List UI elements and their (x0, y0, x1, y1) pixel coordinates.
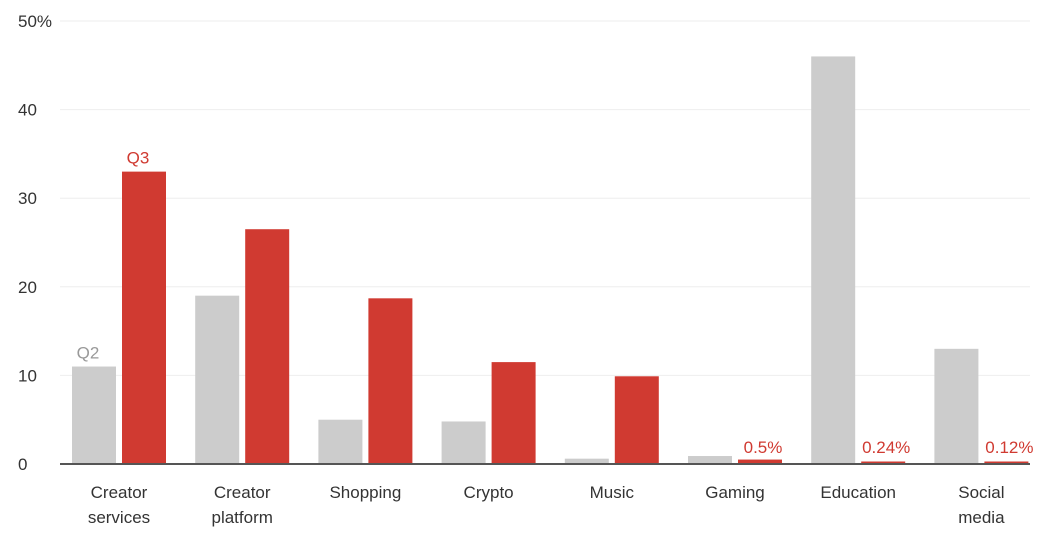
bar-q2-5 (688, 456, 732, 464)
category-label: Education (820, 483, 896, 502)
category-label: Shopping (329, 483, 401, 502)
bar-q3-3 (491, 362, 536, 464)
bar-q3-2 (368, 298, 413, 464)
category-label: services (88, 508, 150, 527)
grid-layer (60, 20, 1030, 376)
y-tick-label: 0 (18, 455, 27, 474)
bars-layer (72, 56, 1029, 464)
category-label: Music (590, 483, 635, 502)
category-label: Creator (214, 483, 271, 502)
bar-q3-5 (738, 459, 782, 464)
category-label: Social (958, 483, 1004, 502)
y-tick-label: 20 (18, 278, 37, 297)
category-label: Creator (91, 483, 148, 502)
category-label: media (958, 508, 1005, 527)
category-label: Crypto (464, 483, 514, 502)
bar-q3-6 (861, 461, 906, 464)
bar-q2-2 (318, 419, 363, 464)
y-tick-label: 40 (18, 101, 37, 120)
series-label-q3: Q3 (127, 149, 150, 168)
bar-q2-6 (811, 56, 856, 464)
data-label: 0.24% (862, 438, 910, 457)
bar-q2-7 (934, 348, 979, 464)
bar-q2-0 (72, 366, 116, 464)
category-label: Gaming (705, 483, 765, 502)
bar-q2-1 (195, 295, 240, 464)
series-label-q2: Q2 (77, 344, 100, 363)
category-label: platform (211, 508, 272, 527)
labels-layer: 0 10 20 30 40 50% Creator services Creator platfo… (18, 12, 1034, 527)
bar-q2-3 (441, 421, 486, 464)
y-tick-label: 10 (18, 366, 37, 385)
bar-q2-4 (564, 458, 609, 464)
data-label: 0.12% (985, 438, 1033, 457)
bar-q3-7 (984, 461, 1029, 464)
y-tick-label: 30 (18, 189, 37, 208)
data-label: 0.5% (744, 438, 783, 457)
y-tick-label: 50% (18, 12, 52, 31)
bar-q3-1 (245, 229, 290, 464)
bar-q3-4 (614, 376, 659, 464)
bar-q3-0 (122, 171, 166, 464)
